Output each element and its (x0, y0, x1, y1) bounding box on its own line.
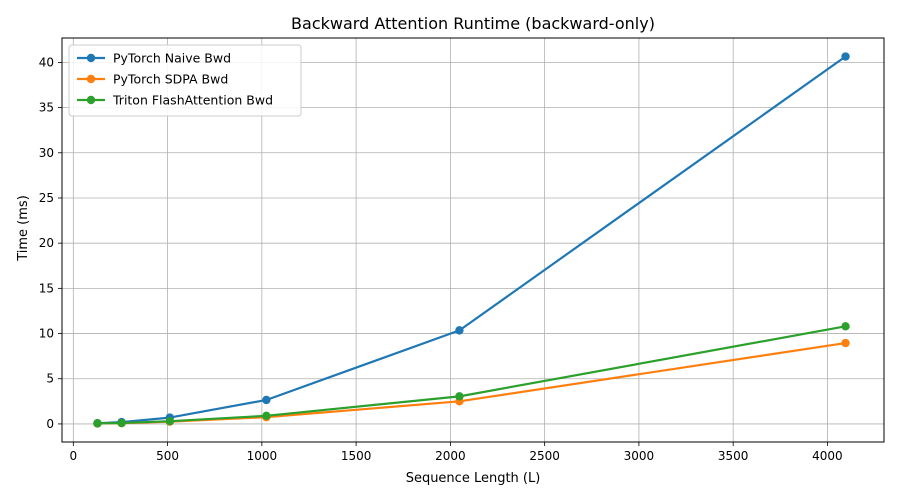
x-tick-label: 3500 (718, 449, 749, 463)
legend-label: Triton FlashAttention Bwd (112, 93, 273, 108)
legend-swatch-marker (86, 74, 96, 84)
y-tick-label: 25 (39, 191, 54, 205)
legend-item: PyTorch Naive Bwd (77, 51, 231, 66)
legend-label: PyTorch Naive Bwd (113, 51, 231, 66)
x-tick-label: 2500 (529, 449, 560, 463)
data-point (841, 52, 850, 61)
x-axis: 0 500 1000 1500 2000 2500 3000 3500 4000 (69, 442, 843, 463)
legend-item: Triton FlashAttention Bwd (77, 93, 273, 108)
legend: PyTorch Naive Bwd PyTorch SDPA Bwd Triton … (68, 44, 302, 117)
data-point (117, 418, 126, 428)
grid-lines (62, 38, 884, 442)
data-point (165, 417, 175, 426)
y-tick-label: 30 (39, 146, 54, 160)
x-tick-label: 1000 (247, 449, 278, 463)
x-tick-label: 3000 (624, 449, 655, 463)
x-tick-label: 0 (69, 449, 77, 463)
legend-box (68, 44, 302, 117)
x-tick-label: 2000 (435, 449, 466, 463)
x-tick-label: 4000 (812, 449, 843, 463)
x-tick-label: 500 (156, 449, 179, 463)
y-axis: 0 5 10 15 20 25 30 35 40 (39, 55, 62, 431)
y-tick-label: 35 (39, 101, 54, 115)
data-point (262, 395, 271, 405)
data-point (841, 322, 850, 331)
series-2 (93, 322, 850, 428)
x-tick-label: 1500 (341, 449, 372, 463)
legend-swatch-marker (86, 95, 96, 105)
series-1 (93, 338, 850, 428)
legend-item: PyTorch SDPA Bwd (77, 72, 228, 87)
legend-swatch-marker (86, 53, 96, 63)
data-point (262, 411, 271, 420)
y-tick-label: 0 (46, 417, 54, 431)
y-tick-label: 15 (39, 281, 54, 295)
y-tick-label: 20 (39, 236, 54, 250)
y-axis-label: Time (ms) (16, 195, 31, 262)
y-tick-label: 40 (39, 55, 54, 69)
plot-area (61, 37, 885, 443)
x-axis-label: Sequence Length (L) (406, 471, 541, 486)
series-layer (93, 52, 850, 428)
y-tick-label: 10 (39, 327, 54, 341)
data-point (841, 338, 850, 348)
chart-title: Backward Attention Runtime (backward-onl… (291, 14, 655, 33)
data-point (455, 392, 464, 401)
data-point (455, 326, 464, 335)
legend-label: PyTorch SDPA Bwd (113, 72, 228, 87)
data-point (93, 419, 102, 428)
y-tick-label: 5 (46, 372, 54, 386)
